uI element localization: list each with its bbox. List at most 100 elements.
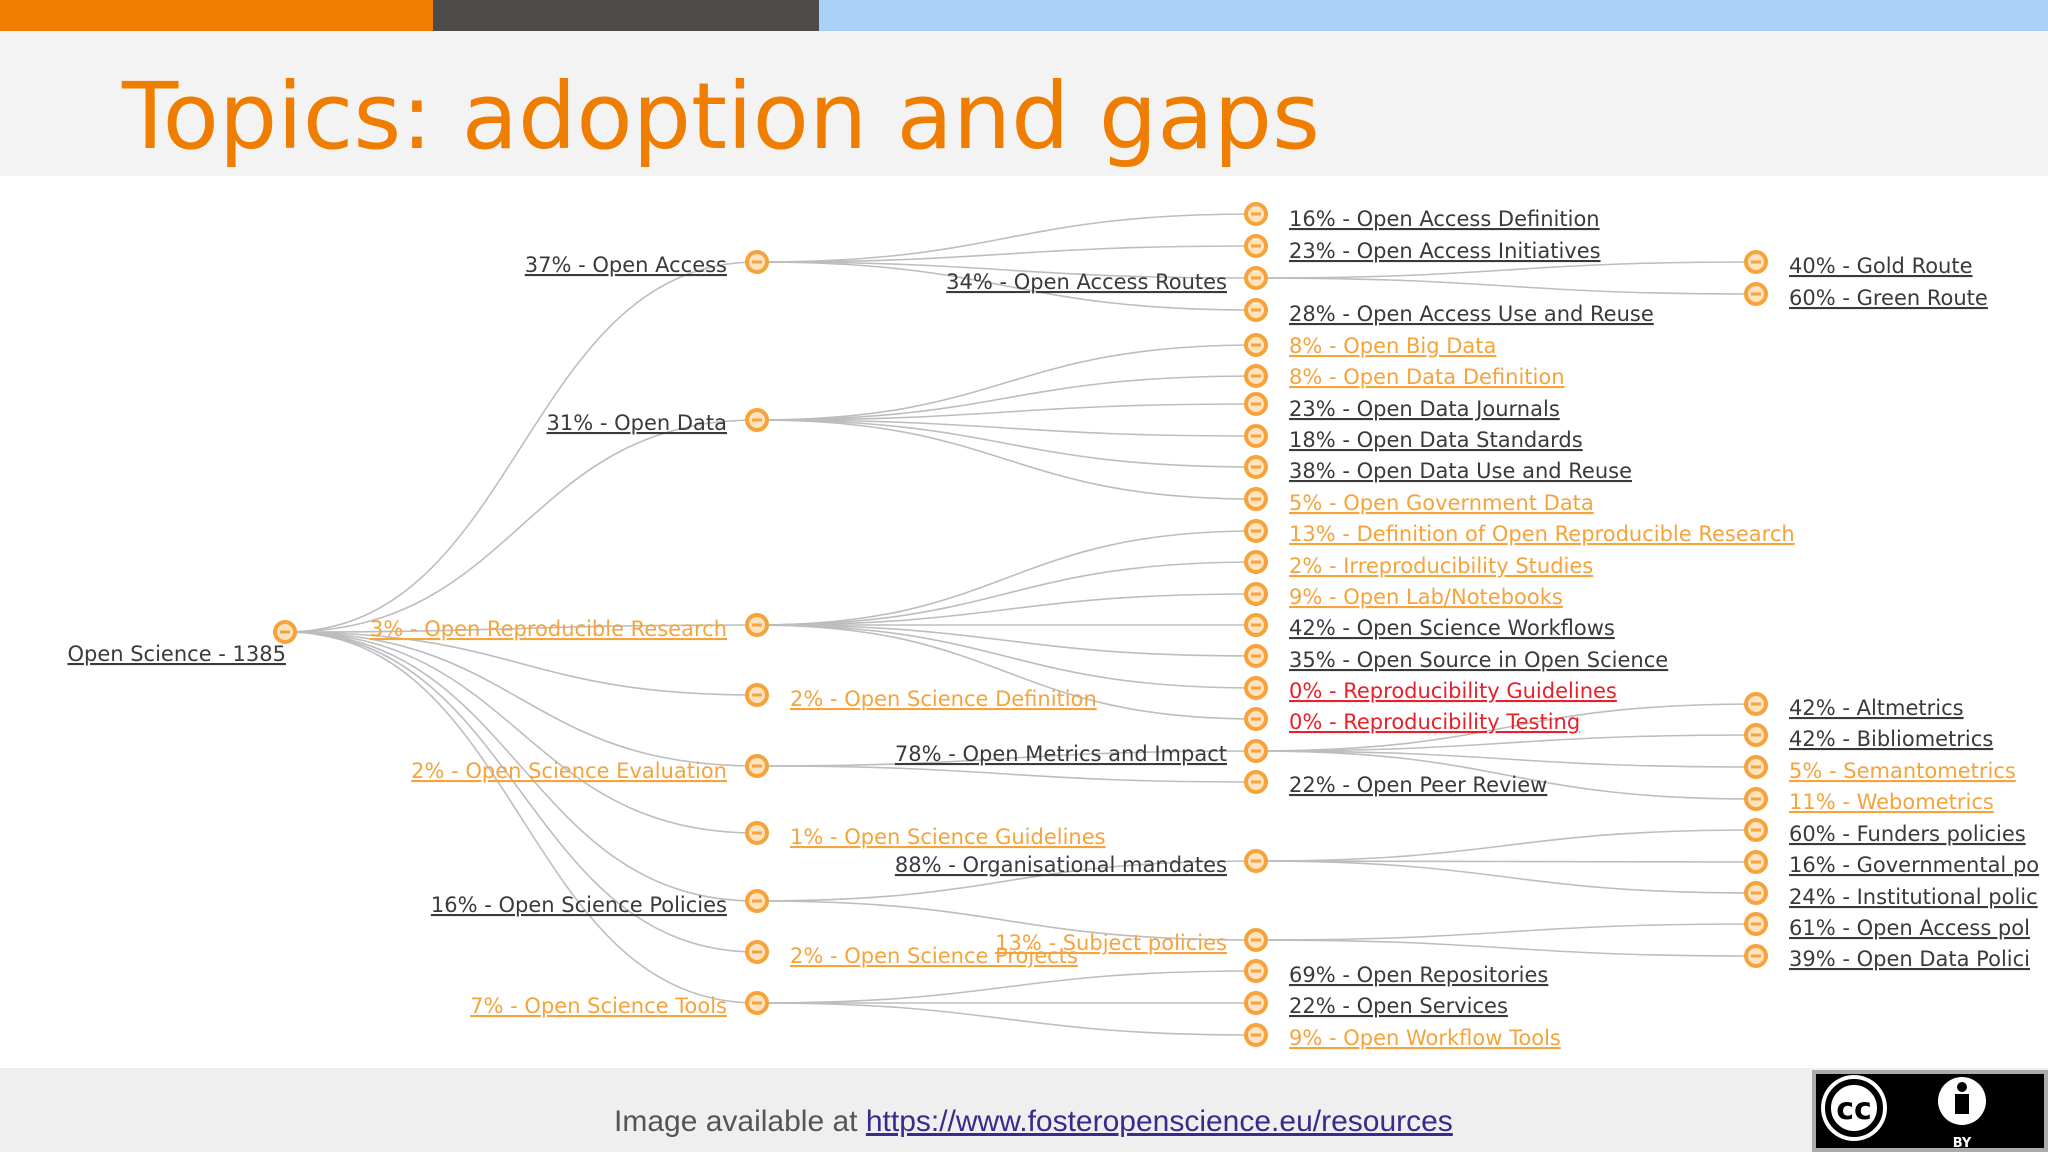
top-bar-light [819,0,2048,31]
tree-node-label[interactable]: 22% - Open Services [1289,994,1508,1018]
tree-node-label[interactable]: 9% - Open Lab/Notebooks [1289,585,1563,609]
tree-node[interactable] [1244,644,1268,668]
tree-node[interactable] [1244,991,1268,1015]
tree-node-label[interactable]: 2% - Open Science Evaluation [411,759,727,783]
tree-node[interactable] [1744,787,1768,811]
tree-node-label[interactable]: 37% - Open Access [525,253,727,277]
tree-node-label[interactable]: 22% - Open Peer Review [1289,773,1547,797]
tree-node-label[interactable]: 31% - Open Data [546,411,727,435]
tree-node[interactable] [1244,234,1268,258]
tree-node-label[interactable]: 28% - Open Access Use and Reuse [1289,302,1654,326]
tree-node-label[interactable]: 2% - Open Science Projects [790,944,1078,968]
tree-node[interactable] [1744,692,1768,716]
tree-node[interactable] [745,754,769,778]
tree-node[interactable] [1244,424,1268,448]
tree-node-label[interactable]: 2% - Open Science Definition [790,687,1097,711]
tree-node-label[interactable]: 16% - Governmental po [1789,853,2039,877]
tree-node[interactable] [1244,676,1268,700]
tree-node-label[interactable]: 1% - Open Science Guidelines [790,825,1106,849]
tree-link [1255,860,1757,863]
tree-node-label[interactable]: 2% - Irreproducibility Studies [1289,554,1593,578]
tree-node-label[interactable]: 13% - Definition of Open Reproducible Re… [1289,522,1795,546]
tree-node-label[interactable]: 88% - Organisational mandates [895,853,1227,877]
tree-node-label[interactable]: 24% - Institutional polic [1789,885,2038,909]
tree-link [1255,277,1757,295]
tree-node-label[interactable]: 78% - Open Metrics and Impact [895,742,1227,766]
tree-node[interactable] [1744,912,1768,936]
tree-node[interactable] [1244,487,1268,511]
tree-link [756,419,1257,468]
tree-node[interactable] [1744,282,1768,306]
tree-node[interactable] [1244,392,1268,416]
tree-node[interactable] [1244,202,1268,226]
tree-node-label[interactable]: 9% - Open Workflow Tools [1289,1026,1561,1050]
tree-node[interactable] [745,991,769,1015]
tree-node[interactable] [1244,550,1268,574]
tree-node-label[interactable]: 5% - Semantometrics [1789,759,2016,783]
tree-node[interactable] [1244,519,1268,543]
tree-node-label[interactable]: 40% - Gold Route [1789,254,1973,278]
tree-node-label[interactable]: 16% - Open Access Definition [1289,207,1600,231]
tree-node-label[interactable]: 7% - Open Science Tools [470,994,727,1018]
tree-node-label[interactable]: 35% - Open Source in Open Science [1289,648,1668,672]
tree-node[interactable] [745,940,769,964]
tree-node-label[interactable]: 23% - Open Access Initiatives [1289,239,1601,263]
tree-node[interactable] [1744,818,1768,842]
tree-node[interactable] [1244,739,1268,763]
tree-node-label[interactable]: 16% - Open Science Policies [431,893,727,917]
tree-node[interactable] [1244,333,1268,357]
tree-node-label[interactable]: 13% - Subject policies [995,931,1227,955]
tree-node[interactable] [1244,298,1268,322]
tree-node[interactable] [745,821,769,845]
tree-node-label[interactable]: 60% - Funders policies [1789,822,2026,846]
tree-node-label[interactable]: 69% - Open Repositories [1289,963,1548,987]
image-credit: Image available at https://www.fosterope… [614,1105,1453,1139]
tree-node-label[interactable]: 8% - Open Big Data [1289,334,1496,358]
tree-node-label[interactable]: 38% - Open Data Use and Reuse [1289,459,1632,483]
tree-node[interactable] [745,408,769,432]
tree-node[interactable] [1744,881,1768,905]
tree-node[interactable] [745,613,769,637]
tree-link [756,624,1257,657]
tree-node[interactable] [1244,770,1268,794]
tree-node[interactable] [1744,944,1768,968]
tree-node[interactable] [1244,928,1268,952]
tree-link [284,624,758,633]
tree-node[interactable] [1244,1023,1268,1047]
tree-node[interactable] [1244,266,1268,290]
tree-node-label[interactable]: 61% - Open Access pol [1789,916,2030,940]
tree-node-label[interactable]: 0% - Reproducibility Testing [1289,710,1580,734]
tree-link [756,419,1257,437]
tree-node-label[interactable]: 42% - Bibliometrics [1789,727,1993,751]
tree-node-label[interactable]: 42% - Altmetrics [1789,696,1964,720]
tree-node[interactable] [745,889,769,913]
credit-link[interactable]: https://www.fosteropenscience.eu/resourc… [865,1105,1453,1138]
tree-node[interactable] [745,683,769,707]
tree-node[interactable] [1244,582,1268,606]
tree-node[interactable] [1244,707,1268,731]
tree-node[interactable] [1244,959,1268,983]
tree-node[interactable] [273,620,297,644]
tree-node-label[interactable]: 5% - Open Government Data [1289,491,1594,515]
tree-node-label[interactable]: Open Science - 1385 [67,642,286,666]
tree-node[interactable] [1744,850,1768,874]
tree-node-label[interactable]: 42% - Open Science Workflows [1289,616,1615,640]
tree-node[interactable] [745,250,769,274]
tree-node-label[interactable]: 0% - Reproducibility Guidelines [1289,679,1617,703]
tree-node[interactable] [1744,250,1768,274]
tree-node-label[interactable]: 11% - Webometrics [1789,790,1994,814]
tree-node[interactable] [1744,755,1768,779]
tree-node[interactable] [1244,455,1268,479]
tree-node[interactable] [1244,364,1268,388]
tree-node-label[interactable]: 8% - Open Data Definition [1289,365,1565,389]
tree-node[interactable] [1244,613,1268,637]
tree-node-label[interactable]: 18% - Open Data Standards [1289,428,1583,452]
tree-link [756,261,1257,279]
tree-node[interactable] [1744,723,1768,747]
tree-node-label[interactable]: 34% - Open Access Routes [946,270,1227,294]
tree-node-label[interactable]: 23% - Open Data Journals [1289,397,1560,421]
tree-node-label[interactable]: 3% - Open Reproducible Research [370,617,727,641]
tree-node-label[interactable]: 60% - Green Route [1789,286,1988,310]
tree-node-label[interactable]: 39% - Open Data Polici [1789,947,2030,971]
tree-node[interactable] [1244,849,1268,873]
